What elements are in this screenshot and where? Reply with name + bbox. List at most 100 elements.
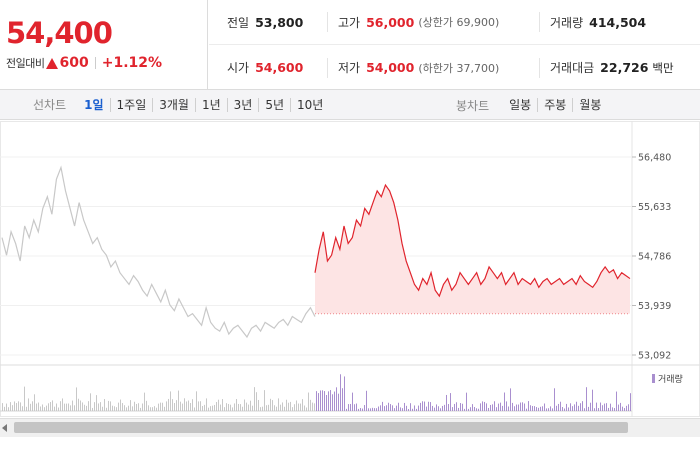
volume-bar-prev [140,407,141,411]
volume-bar-prev [132,406,133,411]
volume-bar-today [336,387,337,411]
volume-bar-prev [164,406,165,411]
volume-bar-prev [248,404,249,411]
volume-bar-prev [196,391,197,411]
tab-5year[interactable]: 5년 [259,97,292,112]
volume-bar-today [398,402,399,411]
stat-sub: (상한가 69,900) [418,16,500,29]
stat-value: 54,600 [255,60,304,75]
volume-bar-today [592,389,593,411]
chart-scrollbar[interactable] [0,418,700,437]
volume-bar-today [574,404,575,411]
volume-bar-prev [210,406,211,411]
volume-bar-prev [114,406,115,411]
current-price: 54,400 [6,16,113,50]
volume-bar-today [530,405,531,411]
volume-bar-prev [46,405,47,411]
volume-bar-prev [136,403,137,411]
scroll-thumb[interactable] [14,422,628,433]
volume-bar-prev [54,406,55,411]
volume-bar-prev [232,407,233,411]
volume-bar-today [418,405,419,411]
volume-bar-prev [106,407,107,411]
volume-bar-prev [294,404,295,411]
volume-bar-today [428,401,429,411]
volume-bar-today [376,408,377,411]
chart-svg: 56,480 55,633 54,786 53,939 53,092 거래량 [0,121,700,417]
volume-bar-prev [254,387,255,411]
volume-bar-prev [104,399,105,411]
volume-bar-today [412,408,413,411]
volume-bar-prev [278,398,279,411]
volume-bar-today [318,393,319,411]
volume-legend-label: 거래량 [658,373,683,385]
volume-bar-prev [276,406,277,411]
volume-bar-today [478,408,479,411]
tab-monthly-candle[interactable]: 월봉 [579,98,602,112]
volume-bar-prev [162,402,163,411]
bottom-strip [0,437,700,450]
volume-bar-today [338,393,339,411]
tab-3month[interactable]: 3개월 [153,97,196,112]
volume-bar-today [500,402,501,411]
volume-bar-today [560,401,561,411]
tab-weekly-candle[interactable]: 주봉 [538,98,574,112]
volume-bar-today [386,405,387,411]
volume-bar-prev [306,407,307,411]
volume-bar-prev [102,406,103,411]
volume-bar-today [438,406,439,411]
volume-bar-today [556,405,557,411]
volume-bar-prev [52,400,53,411]
volume-bar-prev [174,403,175,411]
volume-bar-today [610,403,611,411]
change-percent: +1.12% [101,55,163,71]
tab-1day[interactable]: 1일 [78,97,111,112]
price-chart[interactable]: 56,480 55,633 54,786 53,939 53,092 거래량 [0,121,700,417]
stat-value: 22,726 [600,60,649,75]
volume-bar-today [524,403,525,411]
volume-bar-today [456,402,457,411]
volume-bar-prev [208,407,209,411]
volume-bar-today [368,408,369,411]
line-chart-label: 선차트 [33,98,67,112]
stat-label: 고가 [338,15,361,30]
volume-legend-swatch [652,374,655,383]
volume-bar-prev [58,407,59,411]
volume-bar-today [390,404,391,411]
volume-bar-today [540,406,541,411]
tab-10year[interactable]: 10년 [297,97,324,112]
volume-bar-prev [108,400,109,411]
volume-bar-prev [144,392,145,411]
volume-bar-prev [124,405,125,411]
volume-bar-today [404,402,405,411]
volume-bar-prev [158,403,159,411]
volume-bar-prev [220,404,221,411]
volume-bar-today [606,403,607,411]
volume-bar-today [578,405,579,411]
volume-bar-prev [256,392,257,411]
volume-bar-today [454,403,455,411]
volume-bar-today [374,408,375,411]
volume-bar-prev [182,403,183,411]
scroll-left-icon[interactable] [2,424,7,432]
today-area-fill [315,185,630,314]
volume-bar-prev [126,407,127,411]
volume-bar-today [366,390,367,411]
volume-bar-today [522,402,523,411]
volume-bar-today [554,388,555,411]
volume-bar-prev [206,398,207,411]
volume-bar-prev [262,406,263,411]
volume-bar-today [616,391,617,411]
volume-bar-prev [218,399,219,411]
volume-bar-prev [48,403,49,411]
y-tick-label: 56,480 [638,153,671,164]
tab-1year[interactable]: 1년 [196,97,228,112]
stat-low: 저가 54,000 (하한가 37,700) [327,57,539,78]
tab-3year[interactable]: 3년 [228,97,260,112]
volume-bar-today [544,403,545,411]
tab-daily-candle[interactable]: 일봉 [503,98,539,112]
volume-bar-prev [98,403,99,411]
volume-bar-prev [286,399,287,411]
tab-1week[interactable]: 1주일 [111,97,154,112]
volume-bar-prev [6,403,7,411]
